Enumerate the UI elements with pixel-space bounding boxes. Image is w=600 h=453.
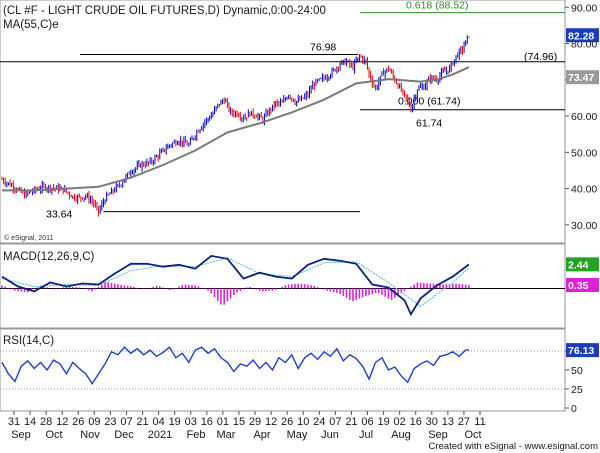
footer-text: Created with eSignal - www.esignal.com	[429, 441, 599, 452]
rsi-panel: RSI(14,C) 025507576.13	[0, 328, 599, 415]
x-day-label: 29	[249, 416, 261, 428]
last-price-label: 82.28	[568, 30, 594, 42]
macd-panel: MACD(12,26,9,C) 2.44 0.35	[0, 243, 599, 329]
x-day-label: 30	[426, 416, 438, 428]
x-day-label: 10	[297, 416, 309, 428]
x-axis: 31 14 28 12 26 09 23 07 21 04 19 03 16 01 15 29 12 26 10 24…	[8, 411, 486, 441]
fib-label-0000: 0.000 (61.74)	[398, 96, 460, 108]
x-month-label: Aug	[391, 429, 411, 441]
x-day-label: 09	[88, 416, 100, 428]
rsi-last-label: 76.13	[568, 345, 594, 357]
macd-signal-line	[1, 257, 470, 307]
rsi-y-tick-label: 25	[571, 384, 583, 396]
x-day-label: 19	[377, 416, 389, 428]
fib-label-0618: 0.618 (88.52)	[406, 0, 468, 12]
x-month-label: Dec	[114, 429, 134, 441]
x-month-label: Apr	[253, 429, 270, 441]
x-day-label: 02	[394, 416, 406, 428]
x-day-label: 12	[56, 416, 68, 428]
macd-last-label: 2.44	[568, 259, 589, 271]
x-day-label: 07	[120, 416, 132, 428]
x-day-label: 13	[442, 416, 454, 428]
ma-last-label: 73.47	[568, 72, 594, 84]
x-month-label: Sep	[11, 429, 31, 441]
ma-last-box	[566, 70, 599, 85]
macd-line	[1, 254, 470, 317]
swing-label-3364: 33.64	[46, 209, 72, 221]
rsi-label: RSI(14,C)	[3, 335, 54, 347]
x-month-label: Nov	[80, 429, 100, 441]
x-month-label: Feb	[187, 429, 206, 441]
chart-title: (CL #F - LIGHT CRUDE OIL FUTURES,D) Dyna…	[3, 5, 326, 17]
macd-label: MACD(12,26,9,C)	[3, 251, 95, 263]
x-day-label: 21	[345, 416, 357, 428]
x-day-label: 16	[410, 416, 422, 428]
rsi-line	[1, 346, 469, 385]
price-bars	[1, 35, 470, 217]
watermark: © eSignal, 2011	[4, 234, 54, 242]
x-day-label: 06	[361, 416, 373, 428]
x-day-label: 04	[152, 416, 164, 428]
x-month-label: May	[287, 429, 308, 441]
x-month-label: Oct	[45, 429, 62, 441]
price-y-tick-label: 60.00	[571, 111, 597, 123]
x-day-label: 21	[136, 416, 148, 428]
rsi-y-tick-label: 0	[571, 403, 577, 415]
rsi-y-tick-label: 50	[571, 365, 583, 377]
x-day-label: 11	[474, 416, 485, 428]
macd-hist-last-label: 0.35	[568, 280, 589, 292]
ma-label: MA(55,C)e	[3, 19, 59, 31]
x-day-label: 19	[169, 416, 181, 428]
x-month-label: Jun	[321, 429, 339, 441]
x-day-label: 01	[217, 416, 229, 428]
macd-hist-last-box	[566, 278, 599, 293]
ma55-line	[2, 66, 470, 192]
rsi-last-box	[566, 343, 599, 358]
x-day-label: 12	[265, 416, 277, 428]
x-day-label: 26	[72, 416, 84, 428]
x-month-label: Jul	[359, 429, 373, 441]
swing-label-7698: 76.98	[310, 41, 336, 53]
x-day-label: 23	[104, 416, 116, 428]
x-day-label: 03	[185, 416, 197, 428]
x-day-label: 31	[8, 416, 20, 428]
x-day-label: 14	[24, 416, 36, 428]
x-month-label: Oct	[464, 429, 481, 441]
x-day-label: 15	[233, 416, 245, 428]
fib-label-7496: (74.96)	[524, 51, 557, 63]
x-month-label: Mar	[217, 429, 236, 441]
price-y-tick-label: 50.00	[571, 147, 597, 159]
price-y-tick-label: 40.00	[571, 184, 597, 196]
price-y-tick-label: 30.00	[571, 220, 597, 232]
macd-last-box	[566, 257, 599, 272]
x-day-label: 26	[281, 416, 293, 428]
price-y-tick-label: 90.00	[571, 2, 597, 14]
swing-label-6174: 61.74	[416, 118, 442, 130]
price-panel: (CL #F - LIGHT CRUDE OIL FUTURES,D) Dyna…	[0, 0, 599, 244]
x-month-label: Sep	[428, 429, 448, 441]
last-price-box	[566, 28, 599, 43]
x-day-label: 24	[313, 416, 325, 428]
x-day-label: 27	[458, 416, 470, 428]
x-day-label: 07	[329, 416, 341, 428]
x-day-label: 28	[40, 416, 52, 428]
x-day-label: 16	[201, 416, 213, 428]
x-month-label: 2021	[148, 429, 172, 441]
